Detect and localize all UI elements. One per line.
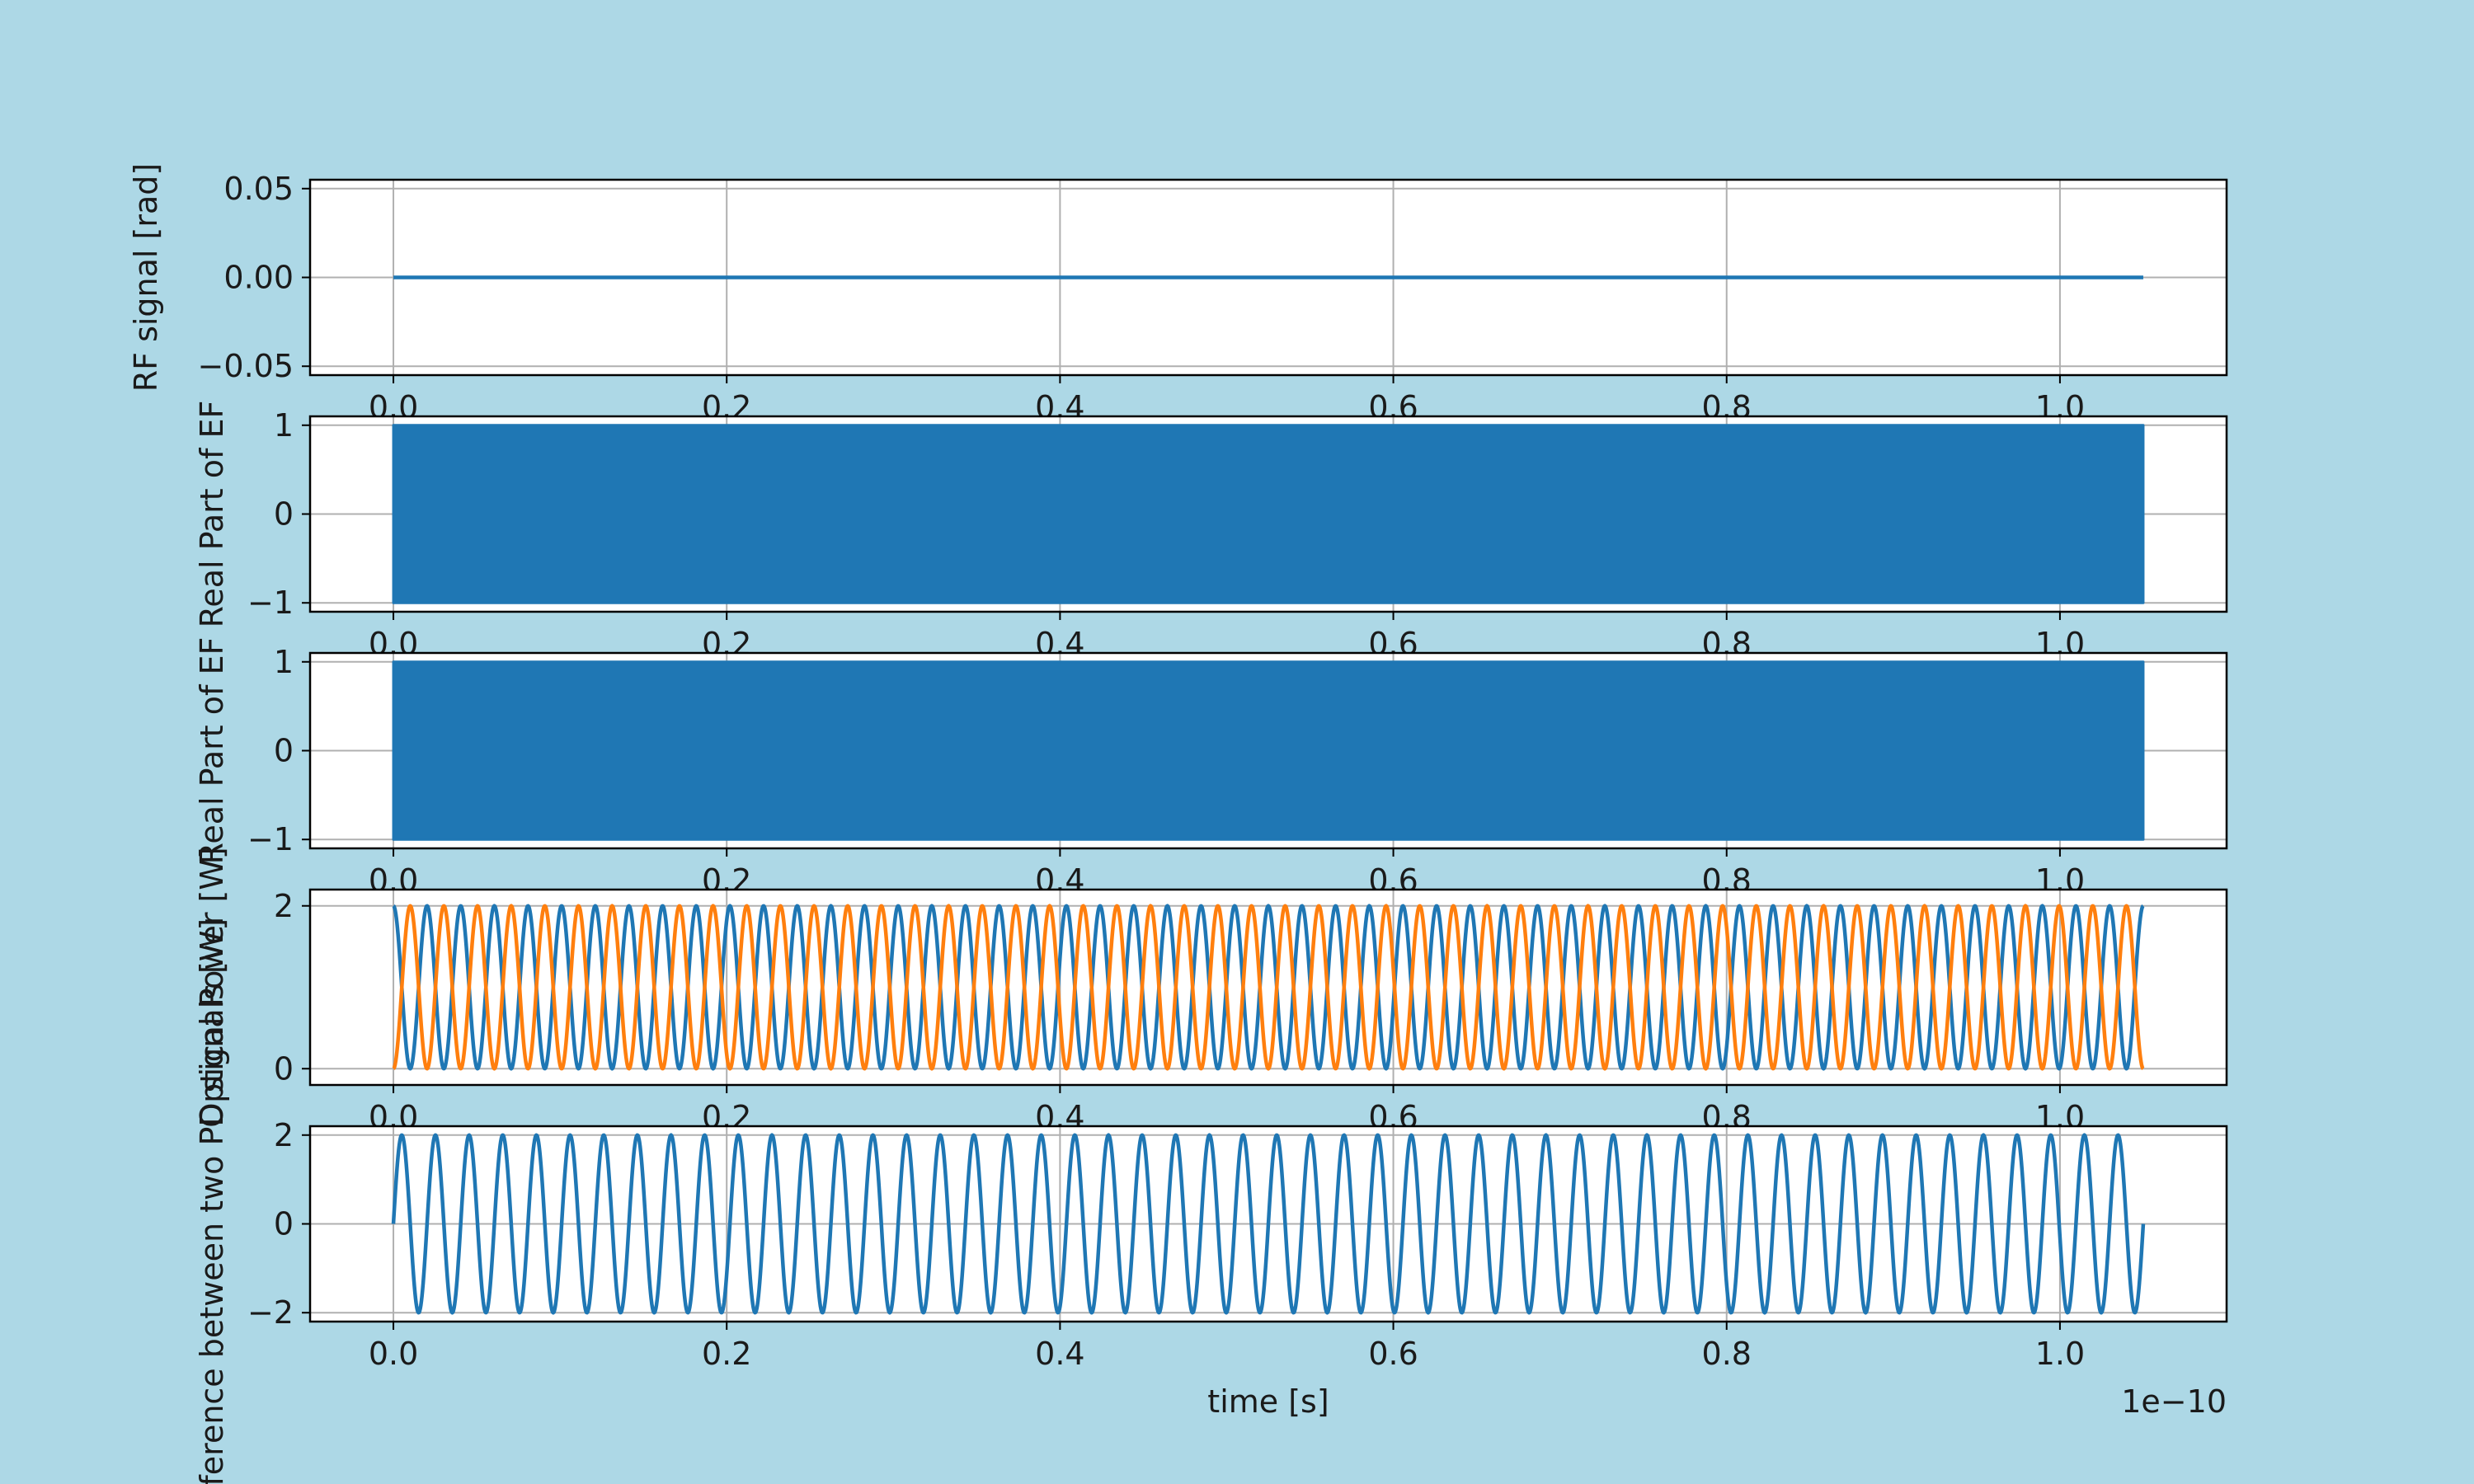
y-tick-label: 0: [274, 1050, 294, 1087]
y-tick-label: −1: [247, 585, 294, 621]
x-axis-label: time [s]: [1207, 1383, 1329, 1420]
y-axis-label: Difference between two PD signals [W]: [194, 918, 230, 1484]
y-tick-label: 0: [274, 496, 294, 533]
y-axis-label: RF signal [rad]: [128, 163, 164, 392]
y-axis-label: Real Part of EF: [194, 401, 230, 628]
y-axis-label: Real Part of EF: [194, 637, 230, 865]
x-tick-label: 0.6: [1368, 1336, 1418, 1372]
x-tick-label: 1.0: [2035, 1336, 2085, 1372]
x-tick-label: 0.0: [369, 1336, 418, 1372]
x-tick-label: 0.8: [1702, 1336, 1752, 1372]
y-tick-label: 2: [274, 1117, 294, 1153]
y-tick-label: −1: [247, 821, 294, 857]
plot-area: [310, 890, 2227, 1085]
x-tick-label: 0.2: [702, 1336, 751, 1372]
series-2-line: [392, 904, 2145, 1071]
y-tick-label: 0.05: [223, 171, 294, 207]
y-tick-label: 1: [274, 407, 294, 444]
series-1-line: [392, 660, 2145, 841]
series-1-line: [392, 424, 2145, 604]
y-axis-label: Optical Power [W]: [194, 847, 230, 1128]
y-tick-label: 0: [274, 733, 294, 769]
subplot-5: 0.0 0.2 0.4 0.6 0.8 1.0 2 0 −2 Difference between…: [194, 918, 2228, 1484]
x-offset-text: 1e−10: [2121, 1383, 2227, 1420]
series-1-line: [392, 904, 2145, 1071]
y-tick-label: −0.05: [198, 348, 294, 384]
y-tick-label: 2: [274, 888, 294, 924]
series-1-line: [391, 1133, 2146, 1315]
y-tick-label: 1: [274, 644, 294, 680]
y-tick-label: −2: [247, 1294, 294, 1331]
y-tick-label: 0.00: [223, 260, 294, 296]
y-tick-label: 0: [274, 1206, 294, 1242]
axes-frame: [308, 888, 2228, 1087]
x-tick-label: 0.4: [1035, 1336, 1084, 1372]
